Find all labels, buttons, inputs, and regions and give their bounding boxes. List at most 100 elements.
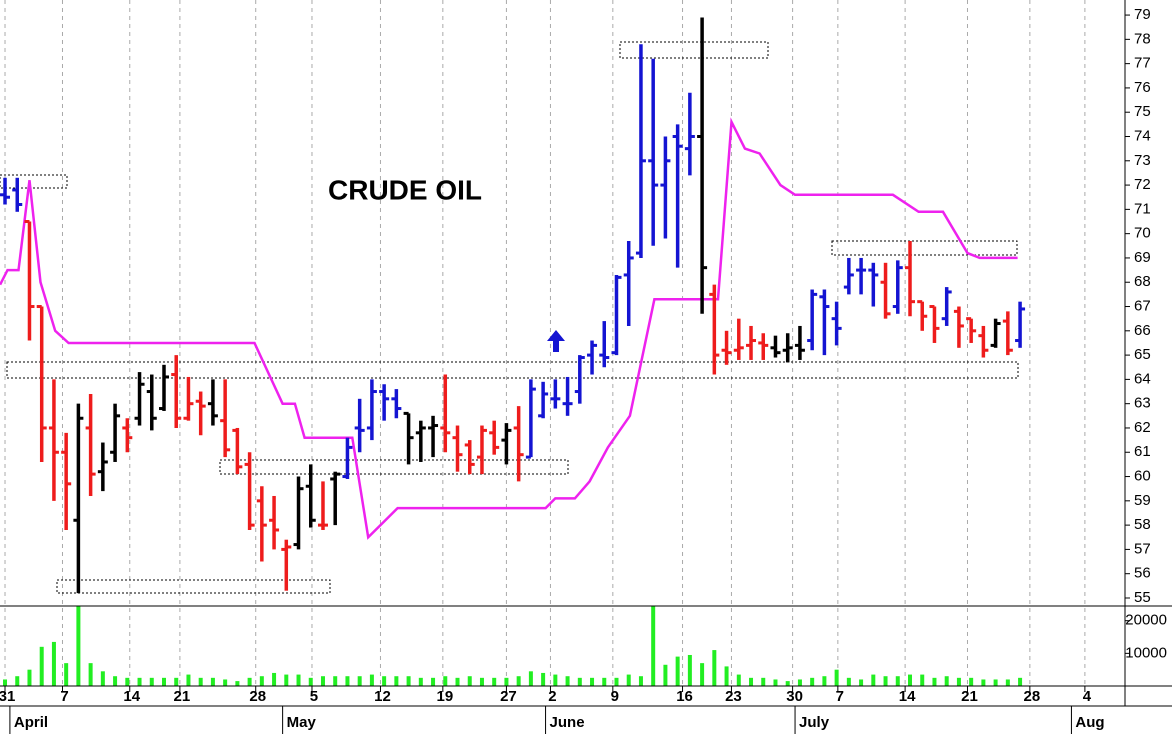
volume-bar [1018,677,1023,686]
volume-bar [614,677,619,686]
volume-bar [76,606,81,686]
y-tick-label: 56 [1134,565,1151,582]
buy-arrow [547,330,565,352]
volume-bar [51,641,56,686]
y-tick-label: 65 [1134,346,1151,363]
range-box [0,174,68,189]
volume-bar [357,676,362,686]
volume-bar [492,677,497,686]
volume-bar [296,674,301,686]
y-tick-label: 63 [1134,395,1151,412]
volume-bar [406,676,411,686]
volume-bar [479,677,484,686]
volume-bar [113,676,118,686]
y-tick-label: 60 [1134,468,1151,485]
volume-bar [308,677,313,686]
volume-bar [210,677,215,686]
y-tick-label: 20000 [1125,612,1167,629]
volume-bar [443,676,448,686]
volume-bar [198,677,203,686]
x-tick-label: 21 [961,688,978,705]
x-tick-label: 7 [836,688,844,705]
volume-bar [541,672,546,686]
range-box [831,240,1018,256]
trailing-stop-line [0,117,1018,540]
x-tick-label: 2 [548,688,556,705]
volume-bar [161,677,166,686]
volume-bar [345,676,350,686]
volume-bar [590,677,595,686]
x-tick-label: 31 [0,688,15,705]
range-box [219,459,569,475]
volume-bar [651,606,656,686]
y-tick-label: 62 [1134,419,1151,436]
range-box [619,41,769,59]
volume-bar [626,674,631,686]
x-tick-label: 12 [374,688,391,705]
volume-bar [39,646,44,686]
volume-bar [174,677,179,686]
month-label: April [14,714,48,731]
volume-bar [320,676,325,686]
y-tick-label: 61 [1134,443,1151,460]
y-tick-label: 75 [1134,103,1151,120]
x-tick-label: 9 [611,688,619,705]
volume-bar [125,677,130,686]
y-tick-label: 55 [1134,589,1151,606]
month-label: June [550,714,585,731]
y-tick-label: 59 [1134,492,1151,509]
x-tick-label: 14 [899,688,916,705]
y-tick-label: 72 [1134,176,1151,193]
volume-bar [369,674,374,686]
volume-bar [846,677,851,686]
volume-bar [834,669,839,686]
volume-bar [15,676,20,686]
y-tick-label: 73 [1134,152,1151,169]
volume-bar [749,677,754,686]
volume-bar [700,663,705,686]
volume-bar [761,677,766,686]
y-tick-label: 10000 [1125,644,1167,661]
y-tick-label: 79 [1134,6,1151,23]
x-tick-label: 7 [60,688,68,705]
volume-bar [418,677,423,686]
volume-bar [64,663,69,686]
grid [4,0,1086,686]
volume-bar [822,676,827,686]
volume-bar [956,677,961,686]
volume-bar [565,676,570,686]
volume-bar [3,679,8,686]
x-tick-label: 28 [249,688,266,705]
volume-bar [993,679,998,686]
volume-bar [773,679,778,686]
volume-bar [455,677,460,686]
volume-bar [516,676,521,686]
volume-bar [712,650,717,686]
volume-bar [638,676,643,686]
x-tick-label: 16 [676,688,693,705]
volume-bar [920,674,925,686]
x-tick-label: 19 [436,688,453,705]
volume-bar [602,677,607,686]
y-tick-label: 70 [1134,225,1151,242]
volume-bar [797,679,802,686]
y-tick-label: 58 [1134,516,1151,533]
x-tick-label: 28 [1024,688,1041,705]
volume-bar [908,674,913,686]
x-tick-label: 30 [786,688,803,705]
volume-bar [553,674,558,686]
y-tick-label: 64 [1134,370,1151,387]
volume-bar [810,677,815,686]
volume-bar [394,676,399,686]
volume-bar [577,677,582,686]
volume-bar [223,679,228,686]
volume-bar [27,669,32,686]
volume-bar [137,677,142,686]
volume-bar [724,666,729,686]
y-tick-label: 67 [1134,297,1151,314]
x-tick-label: 23 [725,688,742,705]
x-tick-label: 5 [310,688,318,705]
x-tick-label: 4 [1083,688,1092,705]
y-tick-label: 69 [1134,249,1151,266]
